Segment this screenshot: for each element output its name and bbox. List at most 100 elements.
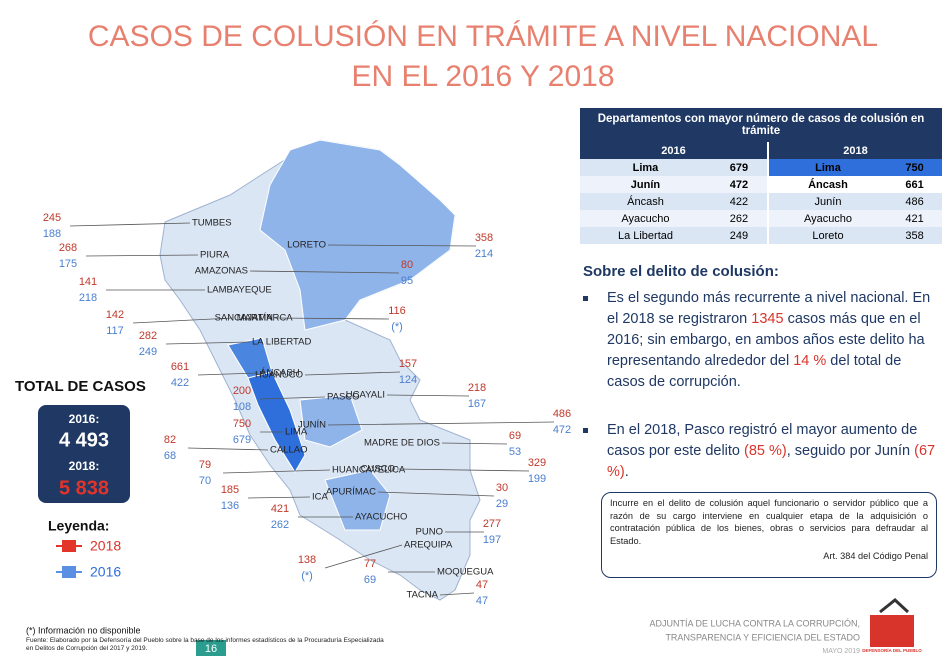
region-label: APURÍMAC: [326, 487, 376, 498]
leader-line: [197, 372, 259, 376]
table-row: Lima 679 Lima 750: [580, 159, 942, 176]
table-cell: 358: [905, 229, 924, 242]
table-cell: Junín: [630, 178, 661, 191]
totals-value: 5 838: [59, 477, 109, 499]
table-cell: La Libertad: [617, 229, 673, 242]
text: , seguido por Junín: [786, 443, 915, 459]
leader-line: [274, 317, 390, 320]
table-row: Ayacucho 262 Ayacucho 421: [580, 210, 942, 227]
table-title: Departamentos con mayor número de casos …: [580, 108, 942, 142]
title: CASOS DE COLUSIÓN EN TRÁMITE A NIVEL NAC…: [88, 20, 878, 53]
totals-value: 4 493: [59, 429, 109, 451]
highlight: 1345: [751, 311, 784, 327]
totals-label: 2018:: [69, 459, 100, 473]
value-2016: (*): [301, 570, 313, 582]
totals-box: [38, 405, 130, 503]
value-2018: 142: [106, 309, 124, 321]
year-header: 2018: [843, 144, 868, 157]
table-cell: 679: [710, 159, 769, 176]
page-badge: [196, 640, 226, 656]
value-2016: 29: [496, 498, 508, 510]
table-cell: 422: [710, 193, 769, 210]
bullet-text: Es el segundo más recurrente a nivel nac…: [607, 288, 939, 393]
region-label: HUANCAVELICA: [332, 465, 406, 476]
legend-item: 2016: [90, 564, 121, 580]
value-2018: 486: [553, 408, 571, 420]
value-2018: 116: [388, 305, 406, 317]
region-label: PUNO: [416, 527, 443, 538]
bullet: Es el segundo más recurrente a nivel nac…: [583, 288, 939, 393]
footnote: (*) Información no disponible: [26, 625, 141, 635]
footer-date: MAYO 2019: [822, 648, 860, 655]
leader-line: [222, 469, 331, 474]
leader-line: [85, 254, 199, 257]
bullet-dot: [583, 296, 588, 301]
value-2016: 47: [476, 595, 488, 607]
leader-line: [249, 270, 400, 274]
table-cell: Loreto: [812, 229, 844, 242]
value-2018: 277: [483, 518, 501, 530]
leader-line: [396, 468, 530, 472]
value-2016: 175: [59, 258, 77, 270]
section-heading: Sobre el delito de colusión:: [583, 263, 779, 280]
value-2018: 750: [233, 418, 251, 430]
leader-line: [441, 442, 508, 445]
table-cell: 472: [710, 176, 769, 193]
region-label: LIMA: [285, 427, 308, 438]
region-label: TACNA: [407, 590, 439, 601]
leader-line: [187, 447, 269, 451]
value-2018: 358: [475, 232, 493, 244]
region-label: AYACUCHO: [355, 512, 407, 523]
table-row: Áncash 422 Junín 486: [580, 193, 942, 210]
region-label: ICA: [312, 492, 329, 503]
region-label: TUMBES: [192, 218, 232, 229]
text: casos más que en el 2016; sin embargo, e…: [607, 311, 925, 369]
table-row: La Libertad 249 Loreto 358: [580, 227, 942, 244]
quote-text: Incurre en el delito de colusión aquel f…: [610, 498, 928, 546]
highlight: 14 %: [793, 353, 827, 369]
leader-line: [165, 341, 251, 345]
region-label: CAJAMARCA: [234, 313, 293, 324]
table: Departamentos con mayor número de casos …: [580, 108, 942, 244]
region-label: PASCO: [327, 392, 360, 403]
value-2018: 82: [164, 434, 176, 446]
bullet: En el 2018, Pasco registró el mayor aume…: [583, 420, 939, 483]
region-label: JUNÍN: [298, 420, 326, 431]
value-2018: 282: [139, 330, 157, 342]
region-label: LORETO: [287, 240, 326, 251]
value-2016: 199: [528, 473, 546, 485]
footer-line: TRANSPARENCIA Y EFICIENCIA DEL ESTADO: [665, 632, 860, 642]
value-2018: 79: [199, 459, 211, 471]
table-cell: 421: [905, 212, 924, 225]
value-2016: 117: [106, 325, 124, 337]
value-2016: 108: [233, 401, 251, 413]
value-2018: 245: [43, 212, 61, 224]
table-cell: 249: [710, 227, 769, 244]
year-header: 2016: [580, 142, 769, 159]
totals-label: 2016:: [69, 412, 100, 426]
table-cell: Ayacucho: [621, 212, 670, 225]
value-2016: 95: [401, 275, 413, 287]
highlight: (85 %): [744, 443, 787, 459]
region-label: PIURA: [200, 250, 230, 261]
value-2016: 249: [139, 346, 157, 358]
lima: [247, 371, 306, 473]
value-2018: 218: [468, 382, 486, 394]
value-2016: 197: [483, 534, 501, 546]
value-2018: 77: [364, 558, 376, 570]
value-2018: 69: [509, 430, 521, 442]
table-row: Junín 472 Áncash 661: [580, 176, 942, 193]
region-label: LAMBAYEQUE: [207, 285, 272, 296]
value-2016: 68: [164, 450, 176, 462]
value-2016: (*): [391, 321, 403, 333]
footer-line: ADJUNTÍA DE LUCHA CONTRA LA CORRUPCIÓN,: [649, 618, 860, 628]
value-2018: 185: [221, 484, 239, 496]
logo-text: DEFENSORÍA DEL PUEBLO: [862, 646, 922, 653]
page-number: 16: [205, 643, 217, 655]
value-2018: 141: [79, 276, 97, 288]
bullet-text: En el 2018, Pasco registró el mayor aume…: [607, 420, 939, 483]
value-2018: 47: [476, 579, 488, 591]
region-label: ÁNCASH: [260, 368, 300, 379]
